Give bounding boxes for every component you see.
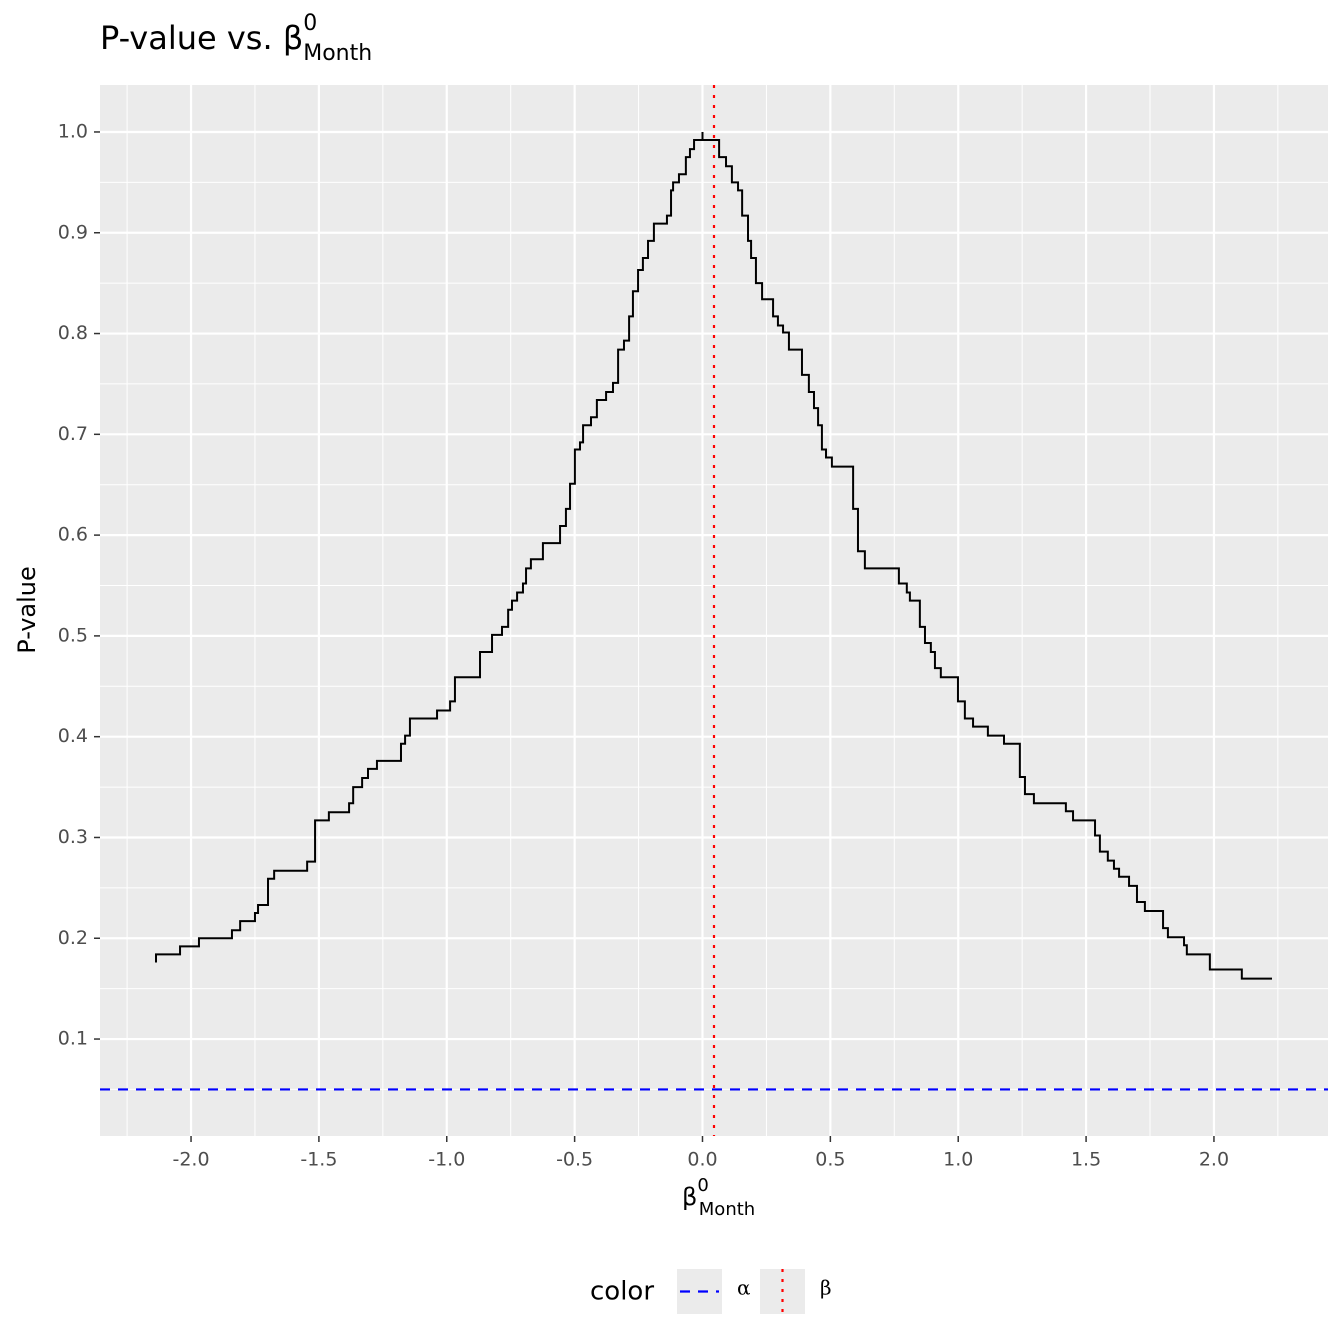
legend-title: color xyxy=(590,1277,654,1307)
x-tick-label: 2.0 xyxy=(1199,1149,1229,1171)
y-tick-label: 0.4 xyxy=(58,725,88,747)
legend-label: α xyxy=(737,1276,751,1300)
x-axis-title: β0 Month xyxy=(682,1175,755,1220)
y-tick-label: 0.1 xyxy=(58,1028,88,1050)
step-line xyxy=(155,131,1272,980)
x-tick-label: -0.5 xyxy=(556,1149,593,1171)
y-tick-label: 0.5 xyxy=(58,624,88,646)
y-tick-label: 0.6 xyxy=(58,524,88,546)
grid xyxy=(100,85,1328,1136)
x-title-text: β xyxy=(682,1183,697,1211)
x-tick-label: 0.5 xyxy=(815,1149,845,1171)
title-superscript: 0 xyxy=(303,11,317,36)
x-tick-label: 1.5 xyxy=(1071,1149,1101,1171)
y-axis-title: P-value xyxy=(13,566,41,654)
legend-label: β xyxy=(820,1276,832,1300)
x-tick-label: 0.0 xyxy=(687,1149,717,1171)
y-tick-label: 0.7 xyxy=(58,423,88,445)
y-tick-label: 0.3 xyxy=(58,826,88,848)
y-tick-label: 1.0 xyxy=(58,120,88,142)
y-tick-label: 0.9 xyxy=(58,221,88,243)
y-tick-label: 0.8 xyxy=(58,322,88,344)
y-tick-label: 0.2 xyxy=(58,927,88,949)
x-title-subscript: Month xyxy=(699,1199,755,1220)
legend: color α β xyxy=(590,1269,832,1314)
x-tick-label: -1.0 xyxy=(428,1149,465,1171)
chart-title: P-value vs. β0 Month xyxy=(100,11,372,66)
x-tick-label: -1.5 xyxy=(300,1149,337,1171)
x-tick-label: 1.0 xyxy=(943,1149,973,1171)
title-subscript: Month xyxy=(303,41,372,66)
panel xyxy=(100,85,1328,1136)
x-tick-label: -2.0 xyxy=(172,1149,209,1171)
x-title-superscript: 0 xyxy=(697,1175,708,1196)
title-text: P-value vs. β xyxy=(100,19,303,57)
